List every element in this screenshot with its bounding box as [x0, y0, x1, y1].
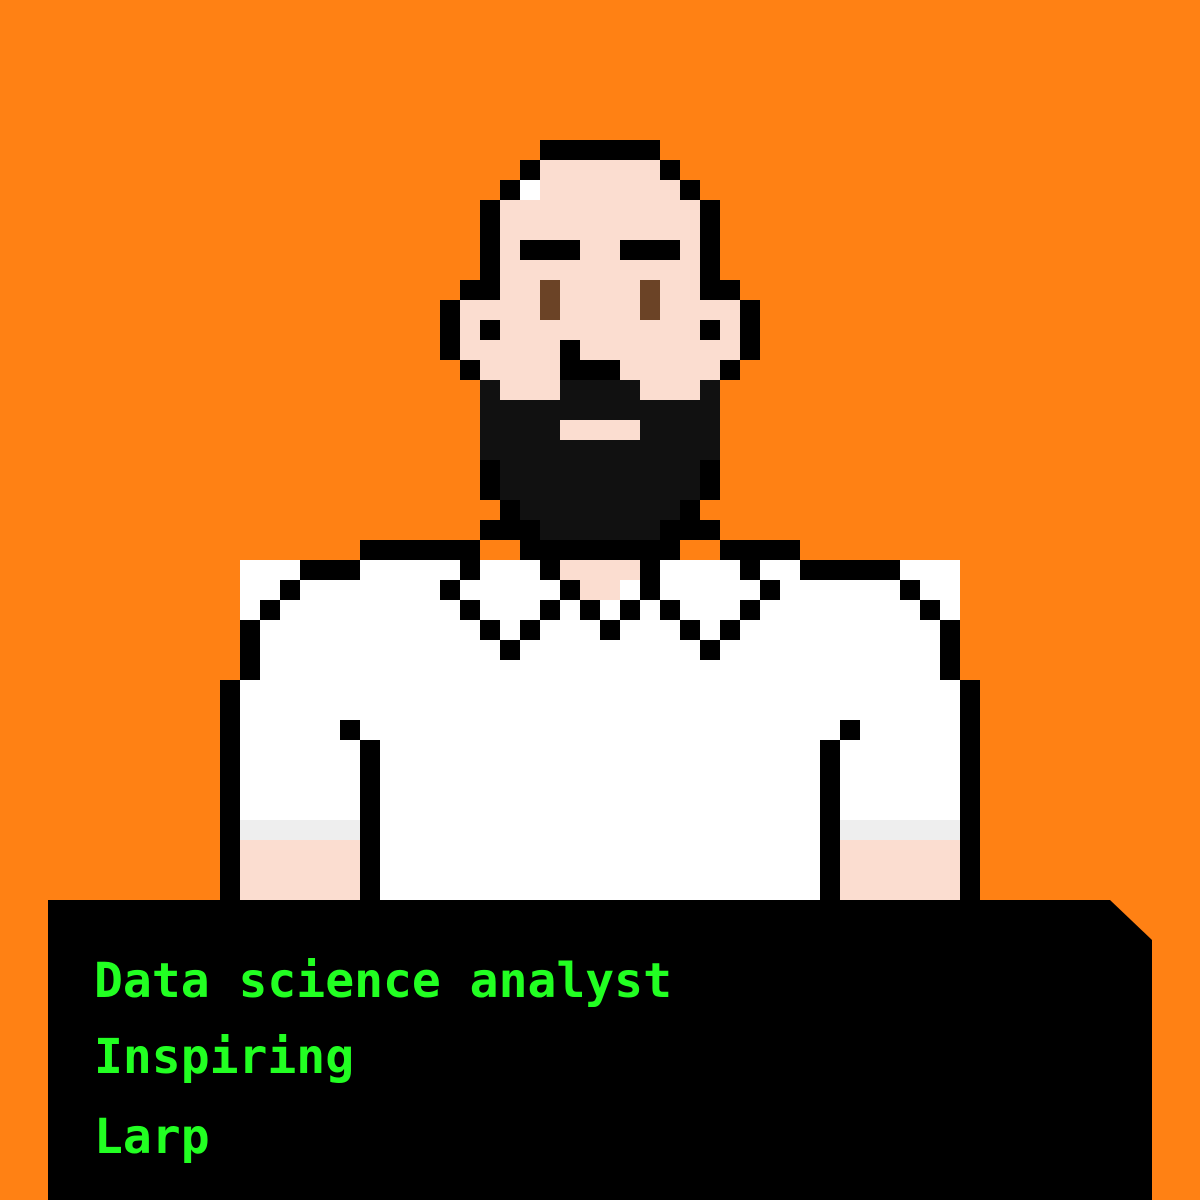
neck — [560, 560, 640, 600]
eyebrows — [520, 240, 680, 260]
collar — [440, 560, 780, 660]
caption-line-role: Data science analyst — [94, 953, 672, 1009]
beard — [480, 380, 720, 540]
eyes — [540, 280, 660, 320]
caption-line-tag: Larp — [94, 1109, 210, 1165]
arms — [240, 720, 960, 900]
caption-line-trait: Inspiring — [94, 1029, 355, 1085]
caption-box: Data science analyst Inspiring Larp — [48, 900, 1152, 1200]
nose-and-ears — [480, 320, 720, 380]
head-outline — [440, 140, 760, 560]
shirt-outline — [220, 540, 980, 900]
